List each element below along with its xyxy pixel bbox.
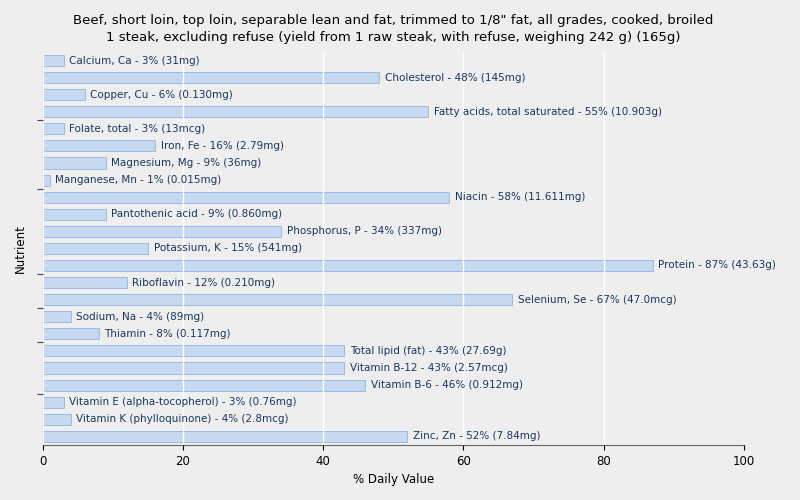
Bar	[42, 72, 379, 83]
Bar	[42, 346, 344, 356]
Bar	[42, 294, 513, 305]
Text: Cholesterol - 48% (145mg): Cholesterol - 48% (145mg)	[385, 72, 526, 83]
Text: Vitamin B-12 - 43% (2.57mcg): Vitamin B-12 - 43% (2.57mcg)	[350, 363, 508, 373]
Bar	[42, 277, 127, 288]
Text: Total lipid (fat) - 43% (27.69g): Total lipid (fat) - 43% (27.69g)	[350, 346, 506, 356]
Bar	[42, 192, 450, 202]
Bar	[42, 260, 653, 271]
Text: Vitamin E (alpha-tocopherol) - 3% (0.76mg): Vitamin E (alpha-tocopherol) - 3% (0.76m…	[70, 397, 297, 407]
Text: Calcium, Ca - 3% (31mg): Calcium, Ca - 3% (31mg)	[70, 56, 200, 66]
X-axis label: % Daily Value: % Daily Value	[353, 473, 434, 486]
Text: Pantothenic acid - 9% (0.860mg): Pantothenic acid - 9% (0.860mg)	[111, 210, 282, 220]
Bar	[42, 55, 64, 66]
Text: Vitamin K (phylloquinone) - 4% (2.8mcg): Vitamin K (phylloquinone) - 4% (2.8mcg)	[76, 414, 289, 424]
Bar	[42, 106, 428, 118]
Title: Beef, short loin, top loin, separable lean and fat, trimmed to 1/8" fat, all gra: Beef, short loin, top loin, separable le…	[73, 14, 714, 44]
Text: Manganese, Mn - 1% (0.015mg): Manganese, Mn - 1% (0.015mg)	[55, 175, 222, 185]
Bar	[42, 362, 344, 374]
Text: Phosphorus, P - 34% (337mg): Phosphorus, P - 34% (337mg)	[286, 226, 442, 236]
Bar	[42, 208, 106, 220]
Y-axis label: Nutrient: Nutrient	[14, 224, 27, 273]
Text: Selenium, Se - 67% (47.0mcg): Selenium, Se - 67% (47.0mcg)	[518, 294, 677, 304]
Text: Thiamin - 8% (0.117mg): Thiamin - 8% (0.117mg)	[105, 329, 231, 339]
Text: Sodium, Na - 4% (89mg): Sodium, Na - 4% (89mg)	[76, 312, 205, 322]
Bar	[42, 380, 366, 390]
Text: Fatty acids, total saturated - 55% (10.903g): Fatty acids, total saturated - 55% (10.9…	[434, 107, 662, 117]
Text: Folate, total - 3% (13mcg): Folate, total - 3% (13mcg)	[70, 124, 206, 134]
Text: Zinc, Zn - 52% (7.84mg): Zinc, Zn - 52% (7.84mg)	[413, 432, 541, 442]
Text: Vitamin B-6 - 46% (0.912mg): Vitamin B-6 - 46% (0.912mg)	[371, 380, 523, 390]
Bar	[42, 158, 106, 168]
Text: Riboflavin - 12% (0.210mg): Riboflavin - 12% (0.210mg)	[133, 278, 275, 287]
Text: Protein - 87% (43.63g): Protein - 87% (43.63g)	[658, 260, 776, 270]
Bar	[42, 311, 70, 322]
Bar	[42, 414, 70, 425]
Bar	[42, 226, 281, 237]
Bar	[42, 89, 85, 101]
Bar	[42, 124, 64, 134]
Text: Potassium, K - 15% (541mg): Potassium, K - 15% (541mg)	[154, 244, 302, 254]
Text: Niacin - 58% (11.611mg): Niacin - 58% (11.611mg)	[455, 192, 586, 202]
Bar	[42, 396, 64, 407]
Text: Magnesium, Mg - 9% (36mg): Magnesium, Mg - 9% (36mg)	[111, 158, 262, 168]
Bar	[42, 328, 99, 340]
Text: Copper, Cu - 6% (0.130mg): Copper, Cu - 6% (0.130mg)	[90, 90, 233, 100]
Text: Iron, Fe - 16% (2.79mg): Iron, Fe - 16% (2.79mg)	[161, 141, 283, 151]
Bar	[42, 174, 50, 186]
Bar	[42, 140, 155, 151]
Bar	[42, 430, 407, 442]
Bar	[42, 243, 148, 254]
